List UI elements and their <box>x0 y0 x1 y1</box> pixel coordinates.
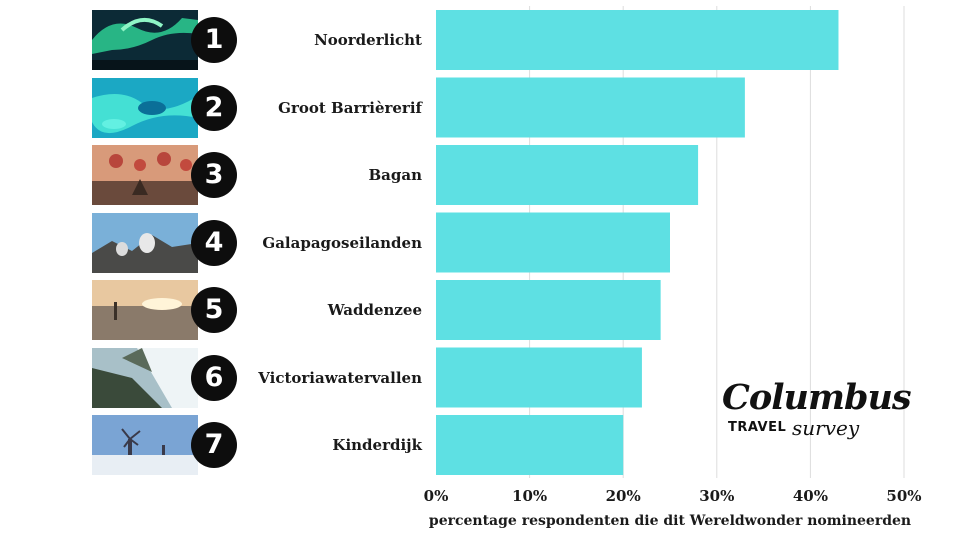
category-label: Noorderlicht <box>314 31 422 49</box>
category-label: Galapagoseilanden <box>262 233 422 252</box>
category-label: Kinderdijk <box>332 436 422 454</box>
bar <box>436 145 699 205</box>
bar <box>436 415 624 475</box>
bar <box>436 347 642 408</box>
category-label: Waddenzee <box>327 301 422 319</box>
bar <box>436 77 745 138</box>
iguanas-photo <box>92 212 198 273</box>
rank-badge: 1 <box>191 17 237 63</box>
x-tick-label: 30% <box>699 487 734 505</box>
rank-badge: 7 <box>191 422 237 468</box>
reef-photo <box>92 77 198 138</box>
rank-badge: 2 <box>191 84 237 131</box>
x-tick-label: 0% <box>424 487 449 505</box>
bar <box>436 212 670 273</box>
windmills-photo <box>92 415 198 475</box>
bar <box>436 10 839 70</box>
logo-travel-text: TRAVEL <box>728 420 787 435</box>
rank-badge: 4 <box>191 219 237 266</box>
x-tick-label: 40% <box>793 487 828 505</box>
category-label: Bagan <box>368 166 422 184</box>
aurora-photo <box>92 10 198 70</box>
bar <box>436 280 661 340</box>
mudflat-photo <box>92 280 198 340</box>
rank-badge: 6 <box>191 354 237 401</box>
category-label: Groot Barrièrerif <box>278 98 422 117</box>
x-tick-label: 50% <box>886 487 921 505</box>
logo-wordmark: Columbus <box>722 377 912 418</box>
category-label: Victoriawatervallen <box>258 368 422 387</box>
x-tick-label: 20% <box>606 487 641 505</box>
balloons-photo <box>92 145 198 205</box>
waterfall-photo <box>92 347 198 408</box>
rank-badge: 3 <box>191 152 237 198</box>
x-tick-label: 10% <box>512 487 547 505</box>
logo-survey-text: survey <box>792 416 860 440</box>
rank-badge: 5 <box>191 287 237 333</box>
x-axis-label: percentage respondenten die dit Wereldwo… <box>429 513 911 529</box>
columbus-travel-survey-logo: Columbus TRAVEL survey <box>722 378 912 448</box>
